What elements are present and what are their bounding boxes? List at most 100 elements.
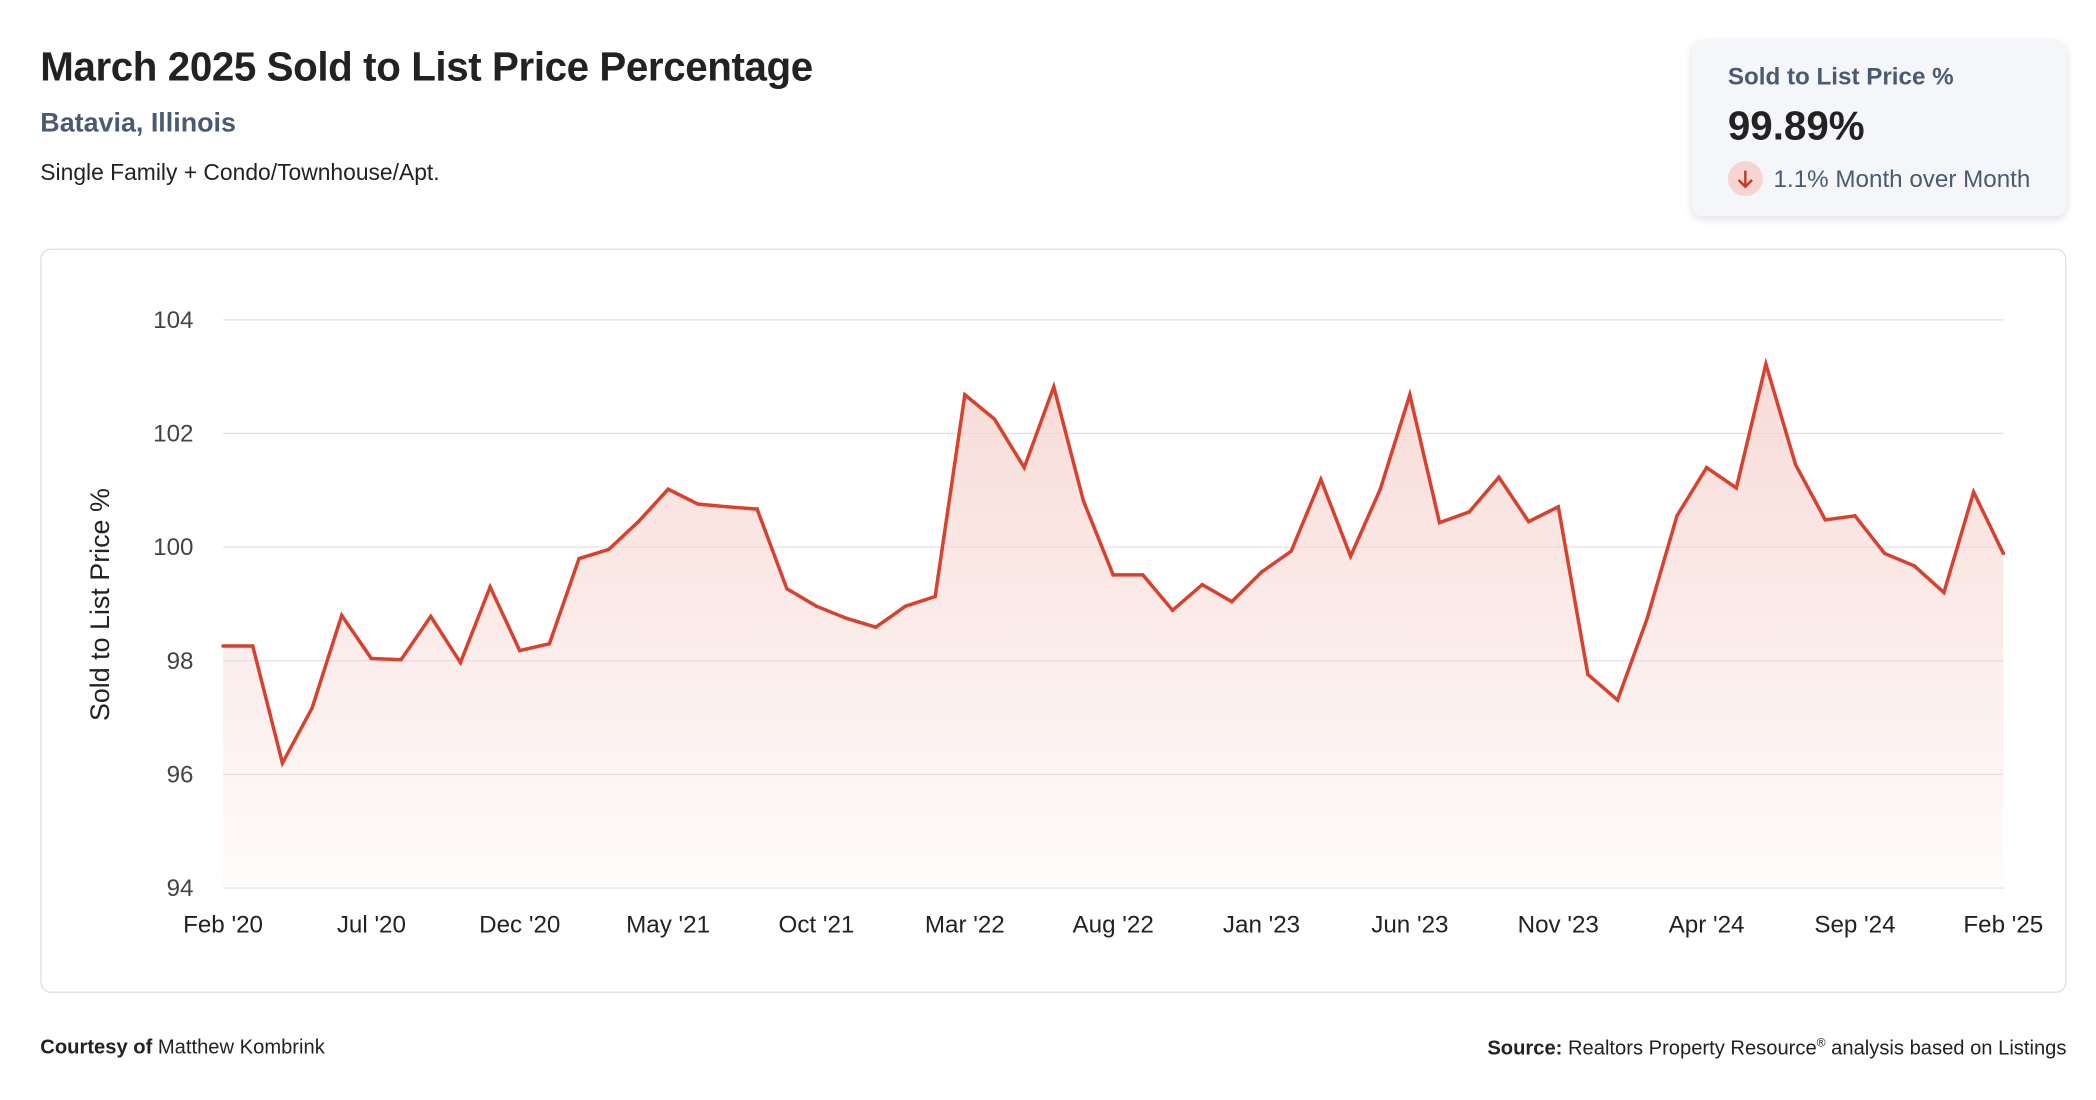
x-tick-label: May '21 (626, 911, 710, 938)
data-point (696, 502, 700, 506)
source-text: Realtors Property Resource (1567, 1037, 1817, 1061)
y-tick-label: 94 (167, 875, 194, 902)
source-suffix: analysis based on Listings (1825, 1037, 2067, 1061)
x-tick-label: Dec '20 (479, 911, 560, 938)
data-point (339, 613, 344, 618)
data-point (1497, 475, 1501, 479)
data-point (1556, 505, 1560, 509)
data-point (725, 505, 730, 509)
data-point (1912, 564, 1917, 568)
data-point (1200, 582, 1204, 587)
data-point (458, 660, 463, 665)
data-point (1882, 551, 1887, 556)
data-point (1022, 465, 1026, 470)
data-point (1170, 608, 1175, 612)
y-axis-title: Sold to List Price % (85, 488, 115, 721)
x-tick-label: Mar '22 (925, 911, 1005, 938)
kpi-change-text: 1.1% Month over Month (1773, 164, 2031, 192)
x-tick-label: Nov '23 (1518, 911, 1599, 938)
data-point (992, 417, 997, 421)
data-point (250, 644, 255, 648)
y-tick-label: 96 (167, 762, 194, 789)
source-label: Source: (1487, 1037, 1563, 1061)
data-point (399, 657, 403, 662)
data-point (785, 586, 789, 591)
y-tick-label: 98 (167, 648, 194, 675)
x-tick-label: Jan '23 (1223, 911, 1300, 938)
data-point (428, 614, 433, 619)
area-fill (223, 364, 2004, 889)
data-point (1408, 393, 1412, 397)
data-point (1823, 518, 1828, 522)
courtesy-label: Courtesy of (40, 1035, 153, 1059)
data-point (1615, 698, 1620, 702)
data-point (963, 393, 967, 397)
data-point (666, 487, 670, 491)
x-tick-label: Oct '21 (779, 911, 855, 938)
source-note: Source: Realtors Property Resource® anal… (1487, 1036, 2066, 1060)
x-tick-label: Sep '24 (1814, 911, 1895, 938)
data-point (488, 585, 492, 589)
data-point (1734, 486, 1739, 490)
data-point (933, 594, 937, 599)
property-types: Single Family + Condo/Townhouse/Apt. (40, 159, 440, 186)
data-point (518, 648, 522, 653)
data-point (369, 656, 374, 661)
y-tick-label: 100 (153, 534, 193, 561)
data-point (1764, 362, 1768, 366)
data-point (1971, 490, 1976, 494)
data-point (1675, 514, 1679, 518)
data-point (1319, 477, 1323, 482)
registered-mark: ® (1816, 1035, 1826, 1050)
x-tick-label: Jun '23 (1371, 911, 1448, 938)
x-tick-label: Feb '20 (183, 911, 263, 938)
location-subtitle: Batavia, Illinois (40, 108, 236, 139)
page-title: March 2025 Sold to List Price Percentage (40, 45, 813, 91)
data-point (547, 641, 552, 646)
courtesy-note: Courtesy of Matthew Kombrink (40, 1036, 324, 1059)
data-point (1942, 590, 1946, 595)
data-point (1141, 573, 1145, 577)
data-point (1289, 549, 1293, 553)
data-point (814, 604, 819, 608)
data-point (1378, 487, 1382, 491)
data-point (1704, 465, 1709, 470)
data-point (2001, 551, 2006, 556)
data-point (755, 507, 759, 511)
data-point (607, 547, 611, 552)
chart-container (40, 248, 2067, 993)
x-tick-label: Aug '22 (1073, 911, 1154, 938)
data-point (1259, 570, 1264, 574)
data-point (1230, 599, 1234, 604)
data-point (1793, 462, 1798, 467)
data-point (636, 519, 641, 524)
data-point (1111, 573, 1115, 577)
data-point (577, 556, 581, 561)
kpi-card: Sold to List Price % 99.89% 1.1% Month o… (1691, 40, 2067, 217)
data-point (1645, 616, 1650, 620)
x-tick-label: Apr '24 (1669, 911, 1745, 938)
data-point (1586, 672, 1590, 677)
data-point (1437, 520, 1442, 525)
data-point (310, 706, 314, 710)
data-point (1081, 499, 1086, 503)
kpi-change: 1.1% Month over Month (1727, 161, 2031, 197)
arrow-down-icon (1727, 161, 1763, 197)
data-point (1348, 554, 1353, 558)
kpi-value: 99.89% (1727, 104, 1865, 150)
x-tick-label: Feb '25 (1963, 911, 2043, 938)
data-point (1052, 385, 1056, 389)
y-tick-label: 102 (153, 421, 193, 448)
data-point (874, 625, 878, 629)
data-point (280, 761, 285, 765)
y-tick-label: 104 (153, 307, 193, 334)
courtesy-name: Matthew Kombrink (157, 1035, 325, 1059)
kpi-label: Sold to List Price % (1727, 63, 1954, 91)
data-point (221, 644, 225, 648)
data-point (903, 604, 908, 608)
data-point (844, 616, 848, 620)
data-point (1526, 519, 1531, 524)
x-tick-label: Jul '20 (337, 911, 406, 938)
data-point (1853, 514, 1857, 518)
